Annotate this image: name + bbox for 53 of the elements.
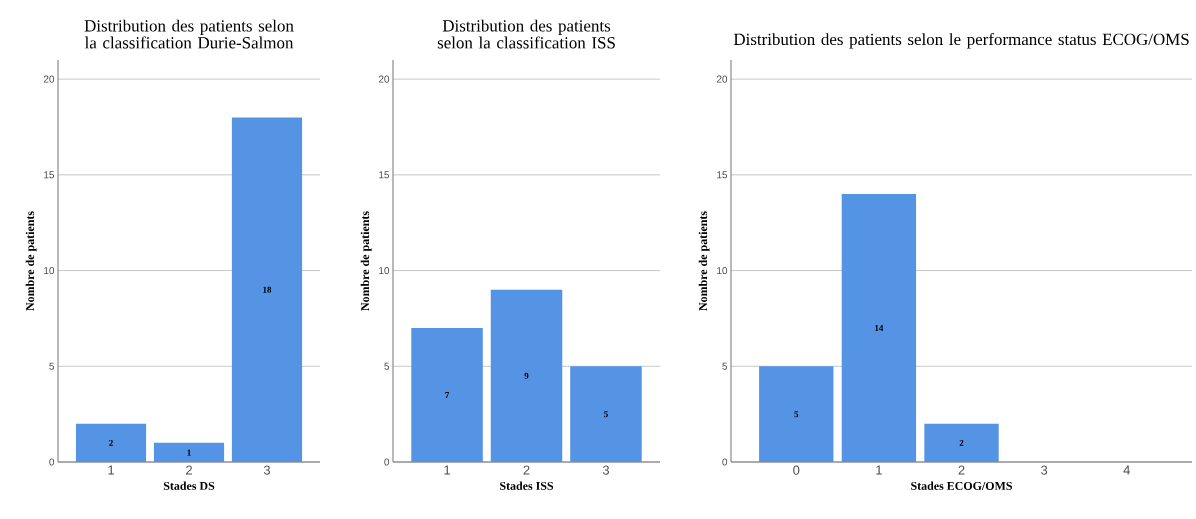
- x-axis-title: Stades DS: [163, 481, 215, 490]
- bar: [924, 423, 999, 462]
- data-label: 9: [524, 372, 529, 379]
- y-tick-label: 0: [384, 458, 390, 466]
- data-label: 14: [875, 325, 884, 331]
- x-tick-label: 2: [186, 465, 192, 475]
- y-tick-label: 5: [384, 362, 390, 370]
- bar: [153, 442, 225, 462]
- x-tick-label: 2: [958, 465, 965, 475]
- x-tick-label: 1: [108, 465, 114, 475]
- x-tick-label: 4: [1123, 465, 1130, 475]
- y-tick-label: 15: [717, 171, 728, 179]
- x-tick-label: 3: [602, 465, 610, 475]
- y-axis-title: Nombre de patients: [25, 211, 37, 311]
- y-tick-label: 0: [49, 458, 55, 466]
- x-axis-title: Stades ECOG/OMS: [911, 481, 1012, 490]
- y-tick-label: 20: [716, 75, 728, 83]
- data-label: 18: [263, 286, 272, 293]
- y-tick-label: 20: [43, 75, 55, 83]
- chart-title: Distribution des patients selon la classification Durie-Salmon: [84, 19, 294, 49]
- x-tick-label: 3: [1041, 465, 1048, 475]
- bar: [490, 289, 563, 462]
- y-tick-label: 15: [379, 171, 390, 179]
- y-axis-title: Nombre de patients: [698, 211, 710, 311]
- x-tick-label: 1: [876, 465, 882, 475]
- y-tick-label: 5: [49, 362, 55, 370]
- y-tick-label: 5: [722, 362, 728, 370]
- chart-title: Distribution des patients selon la classification ISS: [437, 19, 615, 49]
- bar: [841, 194, 917, 462]
- data-label: 2: [109, 439, 113, 446]
- chart-title: Distribution des patients selon le performance status ECOG/OMS: [733, 32, 1189, 49]
- x-axis-title: Stades ISS: [500, 481, 554, 490]
- y-tick-label: 20: [378, 75, 390, 83]
- bar: [231, 117, 303, 462]
- x-tick-label: 2: [523, 465, 530, 475]
- bar: [75, 423, 147, 462]
- bar: [411, 328, 483, 462]
- bar: [570, 366, 642, 462]
- data-label: 5: [794, 411, 799, 418]
- y-tick-label: 10: [44, 267, 55, 275]
- x-tick-label: 1: [444, 465, 451, 475]
- y-axis-title: Nombre de patients: [360, 211, 372, 311]
- data-label: 2: [959, 439, 964, 446]
- x-tick-label: 3: [263, 465, 271, 475]
- x-tick-label: 0: [793, 465, 800, 475]
- bar: [759, 366, 834, 462]
- y-tick-label: 10: [717, 267, 728, 275]
- data-label: 7: [445, 392, 450, 398]
- y-tick-label: 10: [379, 267, 390, 275]
- y-tick-label: 15: [44, 171, 55, 179]
- data-label: 1: [187, 449, 191, 456]
- y-tick-label: 0: [722, 458, 728, 466]
- data-label: 5: [604, 411, 608, 418]
